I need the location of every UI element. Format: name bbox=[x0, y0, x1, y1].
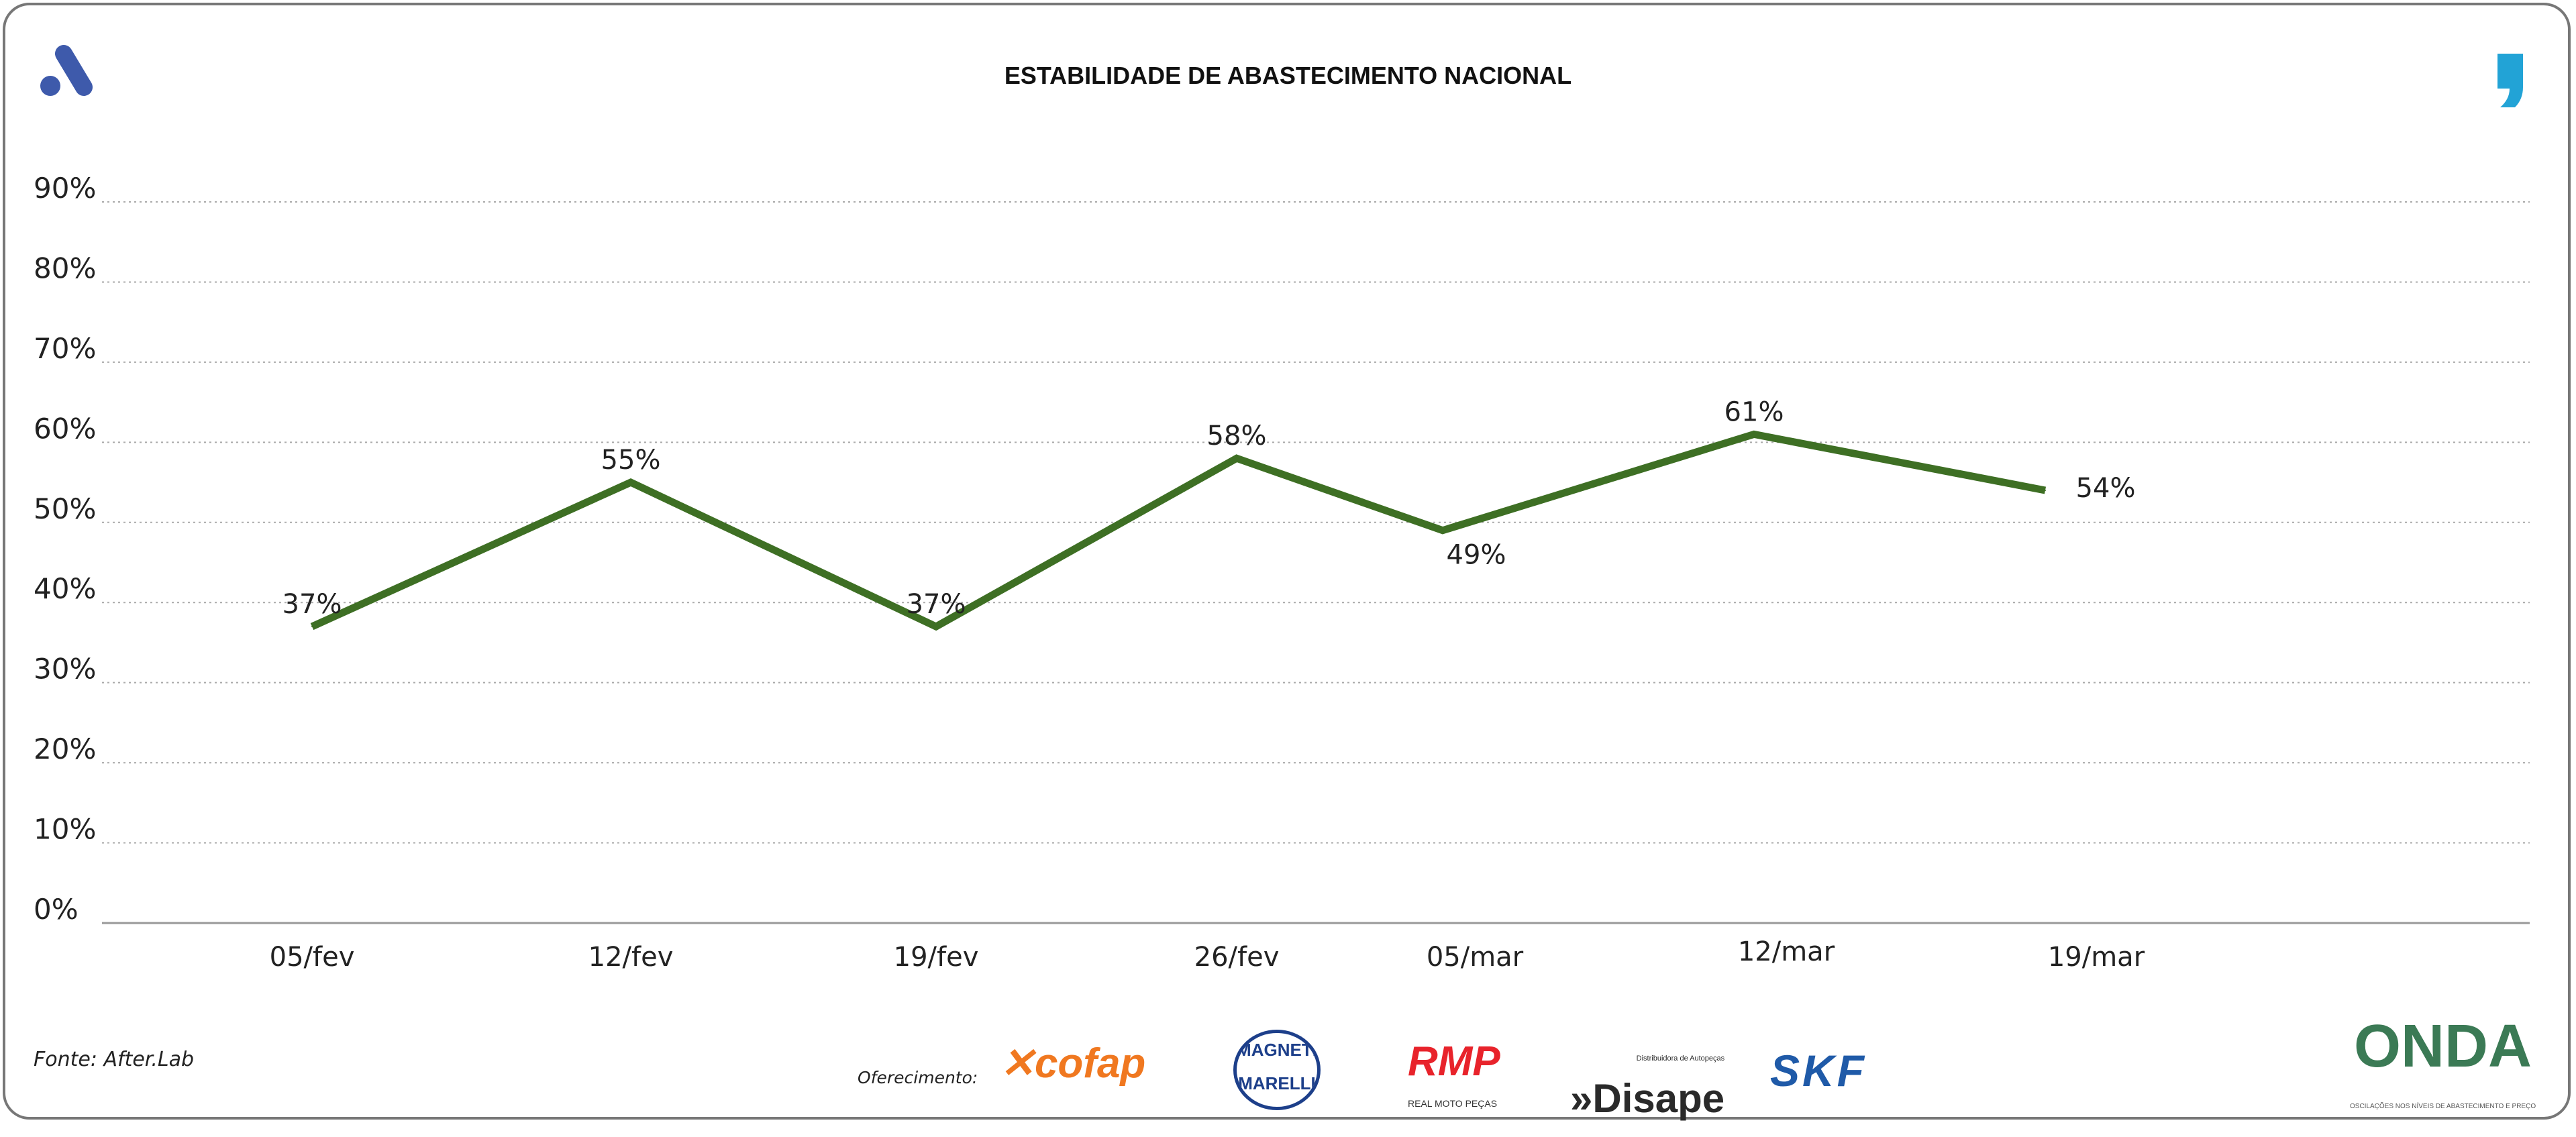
data-label: 58% bbox=[1207, 421, 1267, 451]
right-logo-icon bbox=[2497, 54, 2523, 107]
x-tick-label: 05/mar bbox=[1427, 942, 1524, 973]
left-logo-icon bbox=[40, 45, 93, 96]
skf-logo: SKF bbox=[1770, 1046, 1867, 1095]
chart-frame bbox=[3, 3, 2571, 1120]
disape-logo: Distribuidora de Autopeças »Disape bbox=[1570, 1054, 1725, 1121]
data-point bbox=[311, 626, 313, 628]
y-tick-label: 30% bbox=[34, 653, 96, 686]
y-tick-label: 50% bbox=[34, 492, 96, 525]
data-point bbox=[935, 626, 937, 628]
x-tick-label: 12/mar bbox=[1738, 936, 1835, 967]
onda-logo: ONDA OSCILAÇÕES NOS NÍVEIS DE ABASTECIMEN… bbox=[2350, 1013, 2536, 1110]
y-tick-label: 70% bbox=[34, 332, 96, 365]
y-tick-label: 90% bbox=[34, 172, 96, 205]
x-tick-label: 26/fev bbox=[1194, 942, 1280, 973]
rmp-logo: RMP REAL MOTO PEÇAS bbox=[1408, 1038, 1500, 1109]
cofap-logo: ✕cofap bbox=[1000, 1040, 1146, 1087]
data-label: 37% bbox=[907, 589, 966, 620]
source-note: Fonte: After.Lab bbox=[34, 1048, 195, 1071]
y-tick-label: 20% bbox=[34, 733, 96, 765]
y-tick-label: 80% bbox=[34, 252, 96, 284]
data-label: 55% bbox=[601, 445, 661, 476]
x-tick-label: 12/fev bbox=[588, 942, 674, 973]
data-label: 37% bbox=[282, 589, 342, 620]
series-line bbox=[310, 430, 2047, 631]
y-tick-label: 0% bbox=[34, 893, 79, 926]
y-tick-label: 40% bbox=[34, 572, 96, 605]
sponsor-label: Oferecimento: bbox=[858, 1068, 978, 1087]
data-point bbox=[1442, 529, 1443, 531]
data-label: 49% bbox=[1447, 540, 1506, 571]
data-point bbox=[2045, 490, 2046, 491]
data-point bbox=[1236, 457, 1237, 459]
x-tick-label: 19/mar bbox=[2048, 942, 2145, 973]
chart-title: ESTABILIDADE DE ABASTECIMENTO NACIONAL bbox=[1004, 62, 1572, 89]
data-label: 54% bbox=[2076, 473, 2136, 504]
y-tick-label: 60% bbox=[34, 412, 96, 445]
data-point bbox=[630, 482, 631, 484]
x-tick-label: 19/fev bbox=[894, 942, 979, 973]
y-tick-label: 10% bbox=[34, 813, 96, 846]
data-point bbox=[1753, 433, 1755, 435]
magneti-marelli-logo: MAGNETI MARELLI bbox=[1233, 1030, 1321, 1110]
data-label: 61% bbox=[1724, 396, 1784, 427]
x-tick-label: 05/fev bbox=[270, 942, 355, 973]
